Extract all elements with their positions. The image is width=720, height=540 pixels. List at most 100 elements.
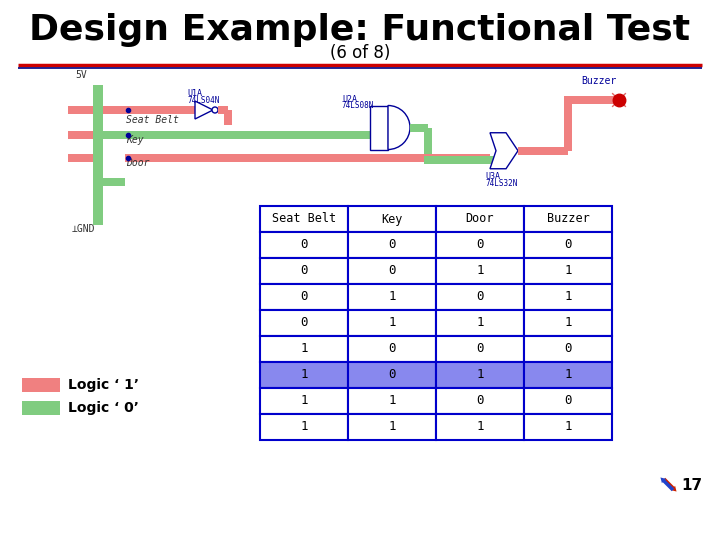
- Text: 0: 0: [564, 239, 572, 252]
- Bar: [436, 362, 524, 388]
- Bar: [260, 232, 348, 258]
- Text: Logic ‘ 0’: Logic ‘ 0’: [68, 401, 139, 415]
- Text: Door: Door: [126, 158, 150, 168]
- Bar: [424, 156, 494, 164]
- Text: 1: 1: [476, 265, 484, 278]
- Bar: [436, 336, 524, 362]
- Text: 1: 1: [564, 316, 572, 329]
- Text: 0: 0: [388, 265, 396, 278]
- Bar: [370, 105, 388, 150]
- Text: Buzzer: Buzzer: [581, 76, 616, 86]
- Bar: [436, 310, 524, 336]
- Bar: [436, 414, 524, 440]
- Bar: [260, 362, 348, 388]
- Polygon shape: [490, 133, 518, 168]
- Bar: [348, 414, 436, 440]
- Text: Seat Belt: Seat Belt: [272, 213, 336, 226]
- Text: 0: 0: [300, 265, 307, 278]
- Bar: [436, 388, 524, 414]
- Text: 0: 0: [388, 368, 396, 381]
- Text: 0: 0: [476, 342, 484, 355]
- Bar: [524, 206, 612, 232]
- Text: 0: 0: [388, 239, 396, 252]
- Text: 1: 1: [300, 342, 307, 355]
- Bar: [260, 310, 348, 336]
- Bar: [125, 154, 490, 162]
- Text: 0: 0: [300, 239, 307, 252]
- Bar: [436, 206, 524, 232]
- Bar: [436, 284, 524, 310]
- Text: 1: 1: [476, 421, 484, 434]
- Text: 1: 1: [388, 421, 396, 434]
- Bar: [260, 206, 348, 232]
- Bar: [348, 232, 436, 258]
- Text: 74LS32N: 74LS32N: [485, 179, 518, 188]
- FancyArrow shape: [660, 477, 674, 491]
- Text: 0: 0: [300, 316, 307, 329]
- Text: Buzzer: Buzzer: [546, 213, 590, 226]
- Bar: [224, 110, 232, 125]
- Bar: [260, 336, 348, 362]
- Text: 1: 1: [388, 316, 396, 329]
- Text: 1: 1: [388, 291, 396, 303]
- Text: ⊥GND: ⊥GND: [72, 224, 96, 234]
- Text: 0: 0: [300, 291, 307, 303]
- Bar: [524, 362, 612, 388]
- Bar: [68, 106, 93, 114]
- Bar: [518, 147, 568, 155]
- Text: 0: 0: [564, 342, 572, 355]
- Bar: [564, 96, 619, 104]
- Bar: [22, 401, 60, 415]
- Bar: [524, 414, 612, 440]
- Bar: [524, 258, 612, 284]
- Polygon shape: [195, 101, 213, 119]
- Text: (6 of 8): (6 of 8): [330, 44, 390, 62]
- Text: 17: 17: [681, 477, 703, 492]
- Text: Logic ‘ 1’: Logic ‘ 1’: [68, 378, 139, 392]
- Text: 1: 1: [564, 368, 572, 381]
- Text: Door: Door: [466, 213, 494, 226]
- Bar: [524, 284, 612, 310]
- Text: 0: 0: [476, 395, 484, 408]
- Text: 5V: 5V: [75, 70, 86, 80]
- Text: Key: Key: [126, 135, 143, 145]
- Bar: [348, 362, 436, 388]
- Text: 1: 1: [300, 368, 307, 381]
- Bar: [564, 100, 572, 151]
- Text: 0: 0: [388, 342, 396, 355]
- Bar: [348, 284, 436, 310]
- Text: U1A: U1A: [187, 89, 202, 98]
- Text: 74LS04N: 74LS04N: [187, 96, 220, 105]
- Bar: [436, 232, 524, 258]
- Text: 1: 1: [564, 421, 572, 434]
- Text: Design Example: Functional Test: Design Example: Functional Test: [30, 13, 690, 47]
- Bar: [93, 85, 103, 225]
- Bar: [68, 131, 93, 139]
- Circle shape: [212, 107, 218, 113]
- Bar: [103, 178, 125, 186]
- Text: 1: 1: [300, 421, 307, 434]
- Bar: [410, 124, 428, 132]
- Bar: [103, 131, 125, 139]
- Bar: [524, 388, 612, 414]
- Text: 1: 1: [564, 291, 572, 303]
- Text: 1: 1: [476, 316, 484, 329]
- Bar: [348, 336, 436, 362]
- Text: U2A: U2A: [342, 94, 357, 104]
- Text: 1: 1: [388, 395, 396, 408]
- Text: 0: 0: [476, 291, 484, 303]
- Text: 0: 0: [564, 395, 572, 408]
- Bar: [22, 378, 60, 392]
- Bar: [260, 388, 348, 414]
- Text: 0: 0: [476, 239, 484, 252]
- Bar: [68, 154, 93, 162]
- Wedge shape: [388, 105, 410, 150]
- Bar: [260, 258, 348, 284]
- Bar: [348, 310, 436, 336]
- Bar: [103, 106, 195, 114]
- Bar: [348, 388, 436, 414]
- FancyArrow shape: [663, 478, 677, 491]
- Text: Seat Belt: Seat Belt: [126, 115, 179, 125]
- Bar: [125, 131, 370, 139]
- Bar: [436, 258, 524, 284]
